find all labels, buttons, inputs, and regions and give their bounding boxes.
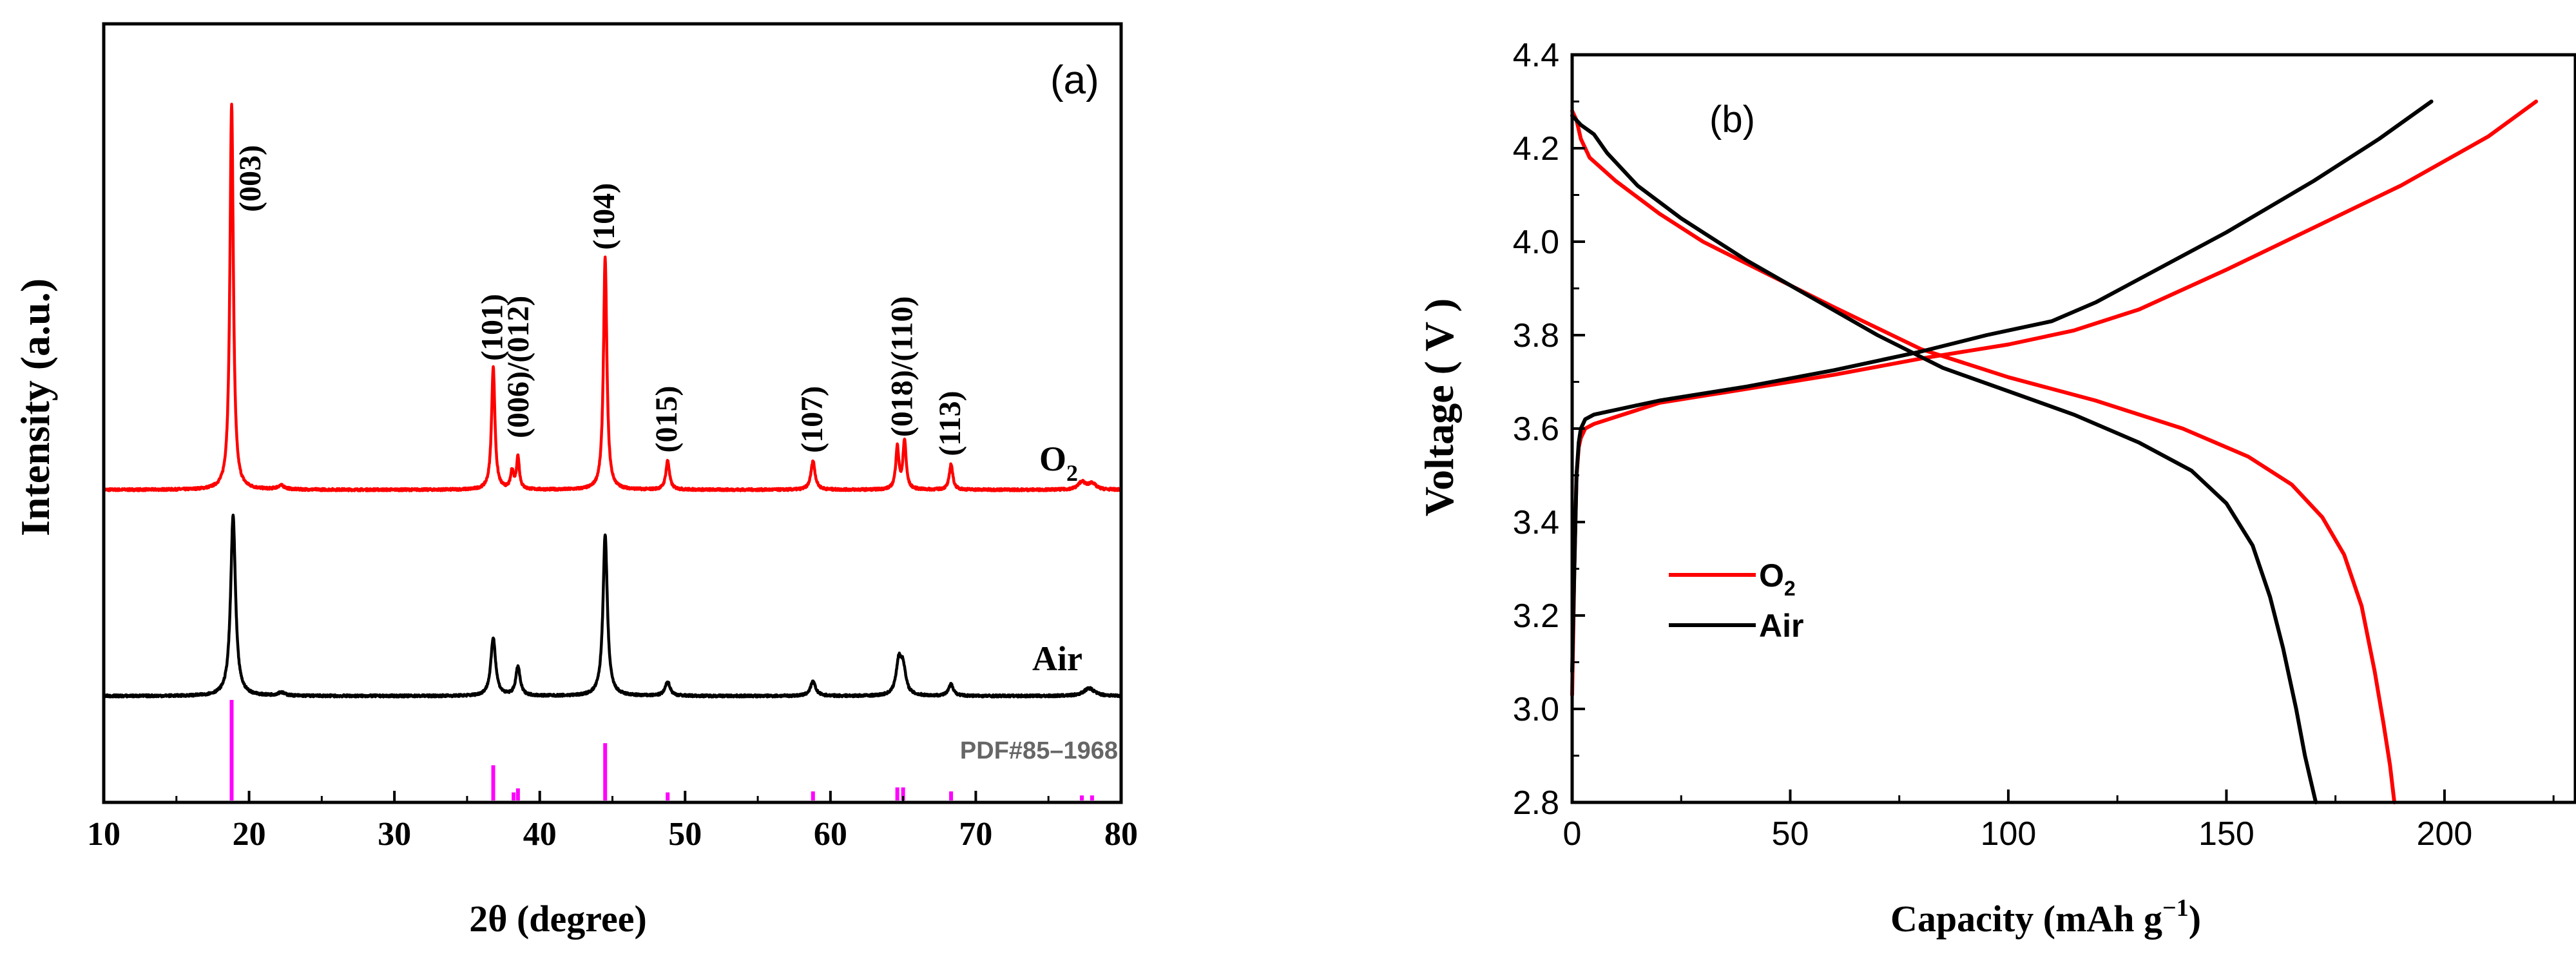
y-tick-label: 3.8 [1513, 317, 1559, 354]
reference-pattern [229, 700, 1094, 800]
x-tick-label: 10 [87, 816, 120, 853]
x-tick-label: 30 [378, 816, 411, 853]
y-axis-ticks: 2.8 3.0 3.2 3.4 3.6 3.8 4.0 4.2 4.4 [1513, 37, 1585, 822]
legend-label-air: Air [1759, 608, 1803, 644]
legend: O2 Air [1669, 557, 1803, 644]
series-line-air [102, 513, 1123, 699]
y-tick-label: 3.4 [1513, 504, 1559, 541]
y-tick-label: 3.0 [1513, 691, 1559, 728]
peak-label: (113) [933, 391, 967, 456]
charge-curve-o2 [1570, 99, 2539, 697]
x-tick-label: 50 [668, 816, 702, 853]
series-group [102, 102, 1123, 699]
peak-label: (003) [233, 145, 267, 212]
y-tick-label: 4.4 [1513, 37, 1559, 74]
y-axis-label: Intensity (a.u.) [12, 278, 58, 536]
x-tick-label: 60 [814, 816, 847, 853]
y-tick-label: 2.8 [1513, 784, 1559, 822]
peak-label: (104) [587, 183, 621, 250]
x-tick-label: 20 [233, 816, 266, 853]
charge-curve-air [1570, 99, 2434, 673]
x-tick-label: 50 [1772, 815, 1809, 853]
discharge-curve-o2 [1570, 109, 2397, 804]
y-tick-label: 4.2 [1513, 130, 1559, 168]
charge-discharge-chart-panel: Voltage ( V ) Capacity (mAh g−1) (b) O2 … [1416, 37, 2576, 940]
peak-label: (101) [476, 294, 510, 361]
panel-label: (a) [1050, 58, 1099, 102]
x-tick-label: 200 [2417, 815, 2473, 853]
x-tick-label: 40 [523, 816, 557, 853]
series-group [1570, 99, 2539, 804]
x-axis-label: 2θ (degree) [469, 898, 647, 940]
y-axis-label: Voltage ( V ) [1416, 298, 1462, 516]
y-tick-label: 3.6 [1513, 411, 1559, 448]
x-axis-ticks: 0 50 100 150 200 [1563, 789, 2555, 853]
panel-label: (b) [1709, 99, 1755, 140]
x-tick-label: 150 [2198, 815, 2254, 853]
peak-labels: (003) (101)(006)/(012) (104) (015) (107) (018… [233, 145, 967, 456]
x-tick-label: 0 [1563, 815, 1582, 853]
plot-frame [1570, 53, 2576, 804]
y-tick-label: 4.0 [1513, 224, 1559, 261]
xrd-chart-panel: Intensity (a.u.) 2θ (degree) (a) (003) (1… [12, 22, 1138, 940]
discharge-curve-air [1570, 113, 2318, 804]
peak-label: (107) [795, 386, 829, 453]
series-label-o2: O2 [1039, 440, 1078, 486]
x-axis-label: Capacity (mAh g−1) [1890, 895, 2201, 940]
x-tick-label: 100 [1981, 815, 2037, 853]
peak-label: (006)/(012) [501, 296, 535, 438]
peak-label: (015) [649, 386, 684, 453]
plot-frame [102, 22, 1123, 804]
legend-label-o2: O2 [1759, 557, 1796, 600]
x-axis-ticks: 10 20 30 40 50 60 70 80 [87, 791, 1138, 853]
reference-label: PDF#85–1968 [960, 737, 1118, 764]
y-tick-label: 3.2 [1513, 597, 1559, 635]
x-tick-label: 70 [959, 816, 992, 853]
x-tick-label: 80 [1104, 816, 1138, 853]
peak-label: (018)/(110) [885, 296, 919, 437]
series-line-o2 [102, 102, 1123, 492]
series-label-air: Air [1032, 639, 1082, 678]
